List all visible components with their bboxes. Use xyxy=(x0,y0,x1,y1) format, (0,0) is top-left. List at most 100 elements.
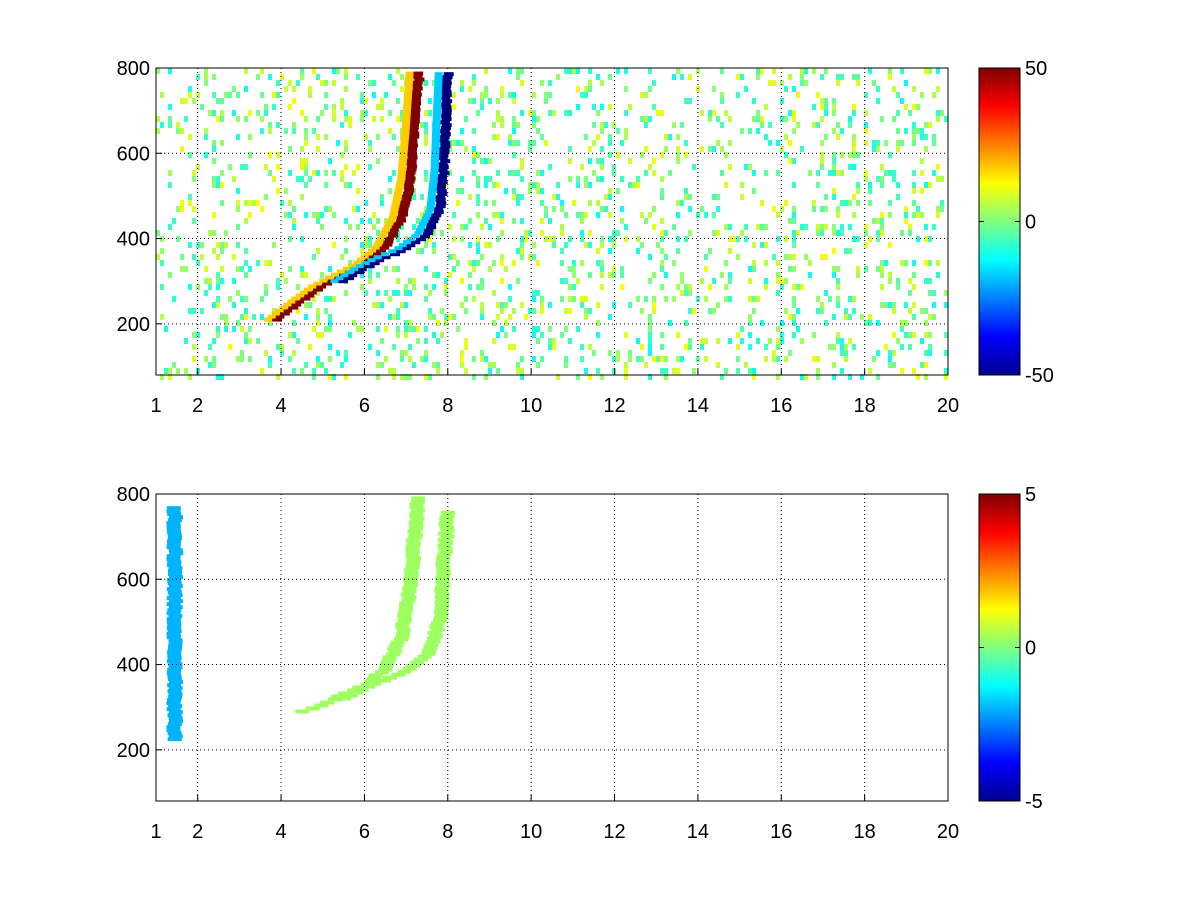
feature-halo xyxy=(403,101,412,106)
noise-cell xyxy=(328,158,332,164)
noise-cell xyxy=(404,284,408,290)
noise-cell xyxy=(620,176,624,182)
noise-cell xyxy=(304,128,308,134)
noise-cell xyxy=(476,284,480,290)
feature-halo xyxy=(397,170,406,175)
noise-cell xyxy=(452,266,456,272)
noise-cell xyxy=(480,224,484,230)
noise-cell xyxy=(212,92,216,98)
noise-cell xyxy=(904,320,908,326)
noise-cell xyxy=(508,344,512,350)
noise-cell xyxy=(412,284,416,290)
noise-cell xyxy=(920,188,924,194)
feature-cell xyxy=(395,215,406,220)
noise-cell xyxy=(876,98,880,104)
noise-cell xyxy=(756,224,760,230)
noise-cell xyxy=(860,374,864,380)
noise-cell xyxy=(892,362,896,368)
noise-cell xyxy=(388,296,392,302)
feature-cell xyxy=(166,524,181,529)
x-tick-label: 6 xyxy=(359,821,370,843)
feature-cell xyxy=(168,704,183,709)
feature-cell xyxy=(347,688,362,693)
noise-cell xyxy=(884,260,888,266)
noise-cell xyxy=(452,236,456,242)
feature-cell xyxy=(388,233,399,238)
noise-cell xyxy=(384,290,388,296)
noise-cell xyxy=(260,92,264,98)
noise-cell xyxy=(604,194,608,200)
noise-cell xyxy=(540,134,544,140)
noise-cell xyxy=(656,356,660,362)
noise-cell xyxy=(864,176,868,182)
noise-cell xyxy=(676,134,680,140)
feature-cell xyxy=(396,628,411,633)
noise-cell xyxy=(788,350,792,356)
noise-cell xyxy=(568,158,572,164)
noise-cell xyxy=(608,248,612,254)
noise-cell xyxy=(392,134,396,140)
noise-cell xyxy=(600,242,604,248)
noise-cell xyxy=(308,86,312,92)
noise-cell xyxy=(392,290,396,296)
x-tick-label: 2 xyxy=(192,821,203,843)
noise-cell xyxy=(516,200,520,206)
noise-cell xyxy=(264,164,268,170)
noise-cell xyxy=(536,170,540,176)
feature-cell xyxy=(421,651,436,656)
noise-cell xyxy=(208,110,212,116)
noise-cell xyxy=(244,338,248,344)
noise-cell xyxy=(628,302,632,308)
feature-cell xyxy=(406,158,417,163)
feature-halo xyxy=(335,276,344,281)
noise-cell xyxy=(464,296,468,302)
feature-cell xyxy=(168,641,183,646)
feature-cell xyxy=(167,530,182,535)
noise-cell xyxy=(648,314,652,320)
noise-cell xyxy=(172,296,176,302)
noise-cell xyxy=(792,158,796,164)
noise-cell xyxy=(640,356,644,362)
noise-cell xyxy=(728,248,732,254)
noise-cell xyxy=(856,74,860,80)
noise-cell xyxy=(688,338,692,344)
noise-cell xyxy=(828,296,832,302)
noise-cell xyxy=(256,260,260,266)
noise-cell xyxy=(532,332,536,338)
feature-cell xyxy=(439,150,450,155)
noise-cell xyxy=(180,128,184,134)
noise-cell xyxy=(508,314,512,320)
noise-cell xyxy=(712,194,716,200)
noise-cell xyxy=(236,116,240,122)
noise-cell xyxy=(416,326,420,332)
noise-cell xyxy=(848,248,852,254)
noise-cell xyxy=(864,128,868,134)
noise-cell xyxy=(772,350,776,356)
feature-halo xyxy=(431,144,440,149)
noise-cell xyxy=(852,344,856,350)
noise-cell xyxy=(652,302,656,308)
noise-cell xyxy=(304,140,308,146)
noise-cell xyxy=(512,344,516,350)
noise-cell xyxy=(896,284,900,290)
noise-cell xyxy=(784,308,788,314)
noise-cell xyxy=(204,278,208,284)
noise-cell xyxy=(316,170,320,176)
noise-cell xyxy=(204,68,208,74)
noise-cell xyxy=(776,338,780,344)
feature-cell xyxy=(397,616,412,621)
noise-cell xyxy=(784,278,788,284)
noise-cell xyxy=(264,260,268,266)
noise-cell xyxy=(916,236,920,242)
feature-cell xyxy=(320,700,335,705)
noise-cell xyxy=(344,236,348,242)
noise-cell xyxy=(340,104,344,110)
feature-cell xyxy=(437,168,448,173)
noise-cell xyxy=(800,68,804,74)
feature-cell xyxy=(347,273,358,278)
noise-cell xyxy=(856,152,860,158)
feature-halo xyxy=(394,191,403,196)
noise-cell xyxy=(888,74,892,80)
feature-cell xyxy=(408,128,419,133)
noise-cell xyxy=(680,74,684,80)
